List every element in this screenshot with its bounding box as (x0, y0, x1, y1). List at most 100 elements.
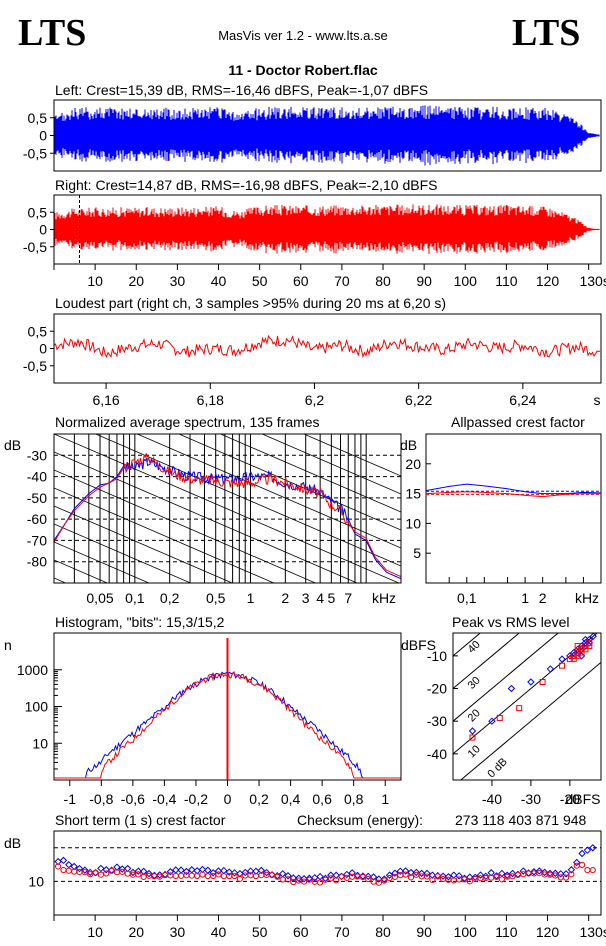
spectrum-slope-line (54, 523, 192, 583)
short-term-right-point (375, 879, 383, 886)
spectrum-xtick-label: 0,1 (125, 590, 145, 606)
short-term-left-point (257, 866, 265, 875)
crest-ytick-label: 20 (405, 456, 421, 472)
plot-layer: 0,50-0,50,50-0,510 20 30 40 50 60 70 80 90 100 110… (17, 99, 606, 940)
right-waveform-xtick-label: 110 (495, 273, 518, 289)
short-term-left-point (59, 856, 68, 865)
spectrum-xtick-label: kHz (372, 590, 396, 606)
short-term-left-point (546, 869, 554, 878)
peak-rms-left-point (507, 684, 516, 693)
logo-left: LTS (18, 12, 86, 54)
histogram-ytick-label: 100 (25, 699, 49, 715)
right-waveform-xtick-label: 70 (334, 273, 350, 289)
short-term-right-point (284, 876, 292, 883)
spectrum-frame (53, 433, 402, 584)
short-term-left-point (113, 863, 121, 871)
peak-rms-right-point (570, 652, 577, 659)
crest-frame (425, 433, 602, 584)
short-term-right-point (55, 863, 62, 870)
spectrum-slope-line (54, 469, 317, 583)
loudest-xtick-label: s (594, 392, 601, 408)
peak-rms-left-point (566, 652, 574, 660)
short-term-left-point (102, 866, 110, 874)
short-term-left-point (321, 874, 330, 883)
right-waveform-xtick-label: 90 (416, 273, 432, 289)
short-term-left-point (385, 871, 394, 879)
peak-rms-right-point (516, 705, 523, 712)
short-term-right-point (498, 876, 505, 883)
loudest-part-title: Loudest part (right ch, 3 samples >95% d… (55, 295, 446, 311)
short-term-left-point (166, 868, 175, 876)
checksum-label: Checksum (energy): (297, 812, 423, 828)
spectrum-slope-line (54, 434, 400, 583)
spectrum-ytick-label: -80 (27, 554, 47, 570)
peak-rms-right-point (559, 662, 566, 669)
short-term-right-point (215, 871, 222, 878)
short-term-left-point (209, 869, 217, 877)
short-term-left-point (450, 871, 458, 879)
short-term-left-point (540, 868, 549, 877)
spectrum-xtick-label: 7 (344, 590, 352, 606)
short-term-right-point (236, 875, 243, 882)
spectrum-slope-line (54, 505, 234, 583)
short-term-right-point (220, 873, 227, 880)
short-term-left-point (198, 865, 207, 874)
spectrum-xtick-label: 4 (316, 590, 324, 606)
short-term-left-point (230, 869, 239, 877)
histogram-xtick-label: 1 (381, 791, 389, 807)
short-term-left-point (396, 867, 405, 875)
peak-rms-left-point (546, 665, 555, 673)
peak-rms-right-point (586, 639, 593, 646)
spectrum-ytick-label: -60 (27, 511, 47, 527)
peak-rms-xtick-label: dBFS (565, 791, 600, 807)
loudest-ytick-label: 0 (39, 341, 47, 357)
short-term-right-point (541, 871, 548, 878)
histogram-xtick-label: 0,4 (281, 791, 301, 807)
short-term-right-point (584, 866, 591, 874)
short-term-right-point (226, 872, 233, 880)
short-term-left-point (508, 869, 517, 878)
peak-rms-right-point (578, 646, 585, 653)
short-term-right-point (60, 866, 67, 874)
spectrum-xtick-label: 2 (281, 590, 289, 606)
short-term-xtick-label: 100 (454, 924, 478, 940)
short-term-right-point (359, 873, 366, 881)
short-term-right-point (97, 871, 104, 878)
short-term-right-point (172, 872, 179, 879)
histogram-title: Histogram, "bits": 15,3/15,2 (55, 614, 225, 630)
short-term-left-point (182, 867, 191, 876)
short-term-left-point (471, 873, 479, 882)
short-term-left-point (439, 872, 447, 880)
short-term-left-point (155, 871, 164, 879)
short-term-right-point (156, 873, 163, 880)
peak-rms-left-point (581, 635, 590, 644)
peak-rms-right-point (539, 679, 546, 685)
short-term-right-point (402, 871, 409, 878)
spectrum-xtick-label: 0,5 (206, 590, 226, 606)
spectrum-xtick-label: 0,2 (160, 590, 180, 606)
spectrum-ylabel: dB (4, 437, 21, 453)
short-term-left-point (573, 858, 581, 867)
short-term-right-point (210, 872, 217, 880)
short-term-left-point (423, 869, 431, 878)
crest-ytick-label: 10 (405, 515, 421, 531)
short-term-left-point (556, 870, 565, 878)
short-term-left-point (236, 869, 244, 878)
right-waveform-xtick-label: 60 (293, 273, 309, 289)
peak-rms-right-point (582, 643, 589, 650)
histogram-xtick-label: 0,8 (344, 791, 364, 807)
crest-xtick-label: 0,1 (457, 590, 477, 606)
histogram-ytick-label: 10 (32, 735, 48, 751)
spectrum-right-line (54, 453, 401, 577)
loudest-xtick-label: 6,2 (305, 392, 325, 408)
spectrum-ytick-label: -40 (27, 469, 47, 485)
short-term-left-point (589, 844, 597, 852)
short-term-right-point (316, 879, 324, 886)
peak-rms-diagonal (460, 661, 601, 780)
checksum-value: 273 118 403 871 948 (455, 812, 587, 828)
peak-rms-right-point (578, 649, 585, 656)
peak-rms-ytick-label: -30 (427, 713, 447, 729)
loudest-xtick-label: 6,22 (405, 392, 432, 408)
short-term-xtick-label: 120 (536, 924, 560, 940)
short-term-right-point (199, 871, 206, 878)
